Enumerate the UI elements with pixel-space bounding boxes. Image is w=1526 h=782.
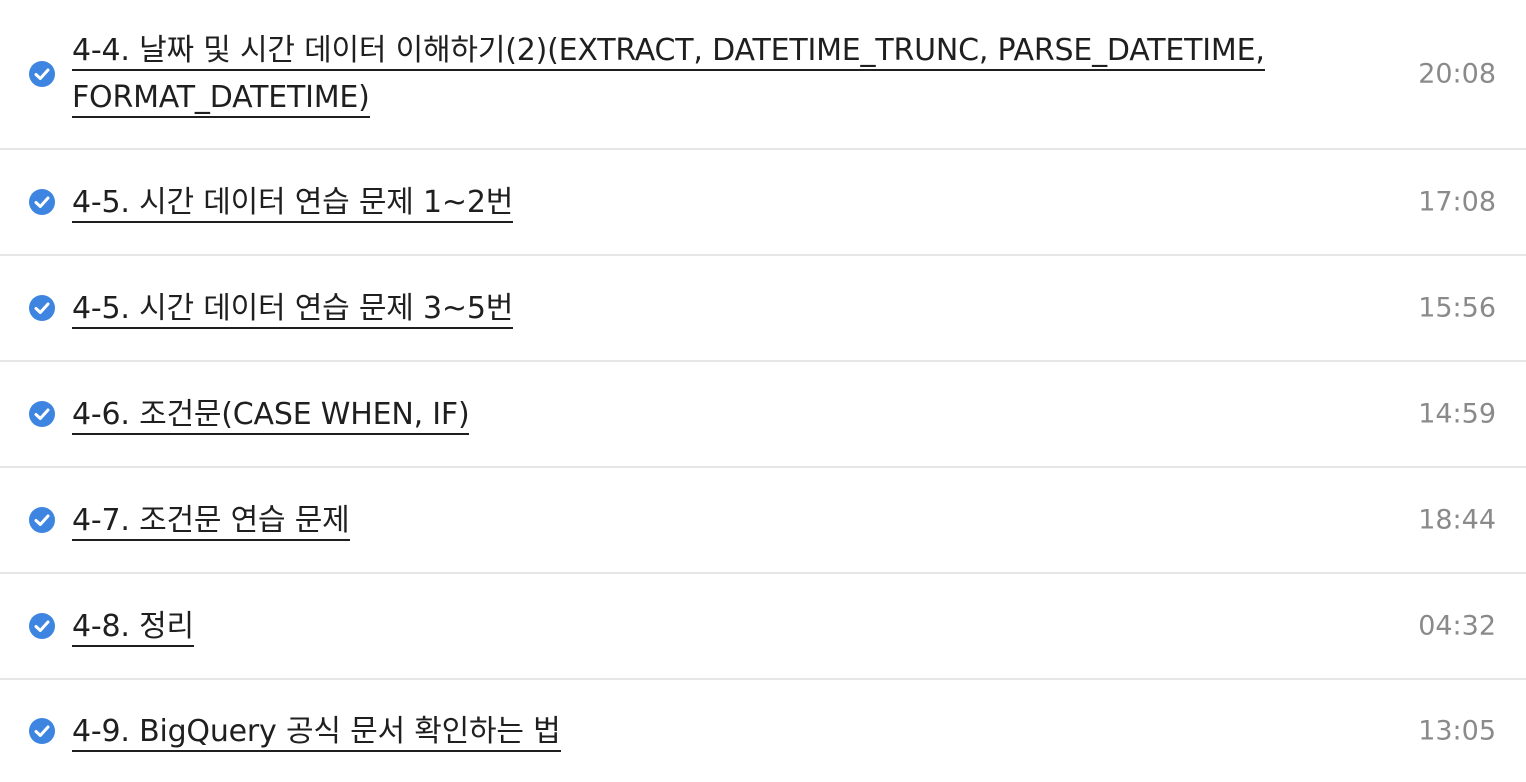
lesson-row[interactable]: 4-5. 시간 데이터 연습 문제 3~5번 15:56 [0,256,1526,362]
lesson-row[interactable]: 4-8. 정리 04:32 [0,574,1526,680]
lesson-duration: 18:44 [1418,504,1496,536]
lesson-title-link[interactable]: 4-5. 시간 데이터 연습 문제 1~2번 [72,179,1496,226]
lesson-row[interactable]: 4-9. BigQuery 공식 문서 확인하는 법 13:05 [0,680,1526,782]
check-circle-icon [28,612,56,640]
lesson-row[interactable]: 4-5. 시간 데이터 연습 문제 1~2번 17:08 [0,150,1526,256]
check-circle-icon [28,294,56,322]
lesson-title-link[interactable]: 4-7. 조건문 연습 문제 [72,497,1496,544]
check-circle-icon [28,60,56,88]
lesson-duration: 20:08 [1418,58,1496,90]
lesson-title-link[interactable]: 4-6. 조건문(CASE WHEN, IF) [72,391,1496,438]
lesson-row[interactable]: 4-4. 날짜 및 시간 데이터 이해하기(2)(EXTRACT, DATETI… [0,0,1526,150]
lesson-title-link[interactable]: 4-5. 시간 데이터 연습 문제 3~5번 [72,285,1496,332]
lesson-duration: 13:05 [1418,715,1496,747]
check-circle-icon [28,717,56,745]
lesson-duration: 17:08 [1418,186,1496,218]
lesson-row[interactable]: 4-7. 조건문 연습 문제 18:44 [0,468,1526,574]
lesson-title-link[interactable]: 4-8. 정리 [72,603,1496,650]
check-circle-icon [28,188,56,216]
lesson-row[interactable]: 4-6. 조건문(CASE WHEN, IF) 14:59 [0,362,1526,468]
lesson-duration: 14:59 [1418,398,1496,430]
check-circle-icon [28,400,56,428]
lesson-title-link[interactable]: 4-9. BigQuery 공식 문서 확인하는 법 [72,708,1496,755]
lesson-title-link[interactable]: 4-4. 날짜 및 시간 데이터 이해하기(2)(EXTRACT, DATETI… [72,27,1496,121]
lesson-duration: 04:32 [1418,610,1496,642]
check-circle-icon [28,506,56,534]
lesson-duration: 15:56 [1418,292,1496,324]
